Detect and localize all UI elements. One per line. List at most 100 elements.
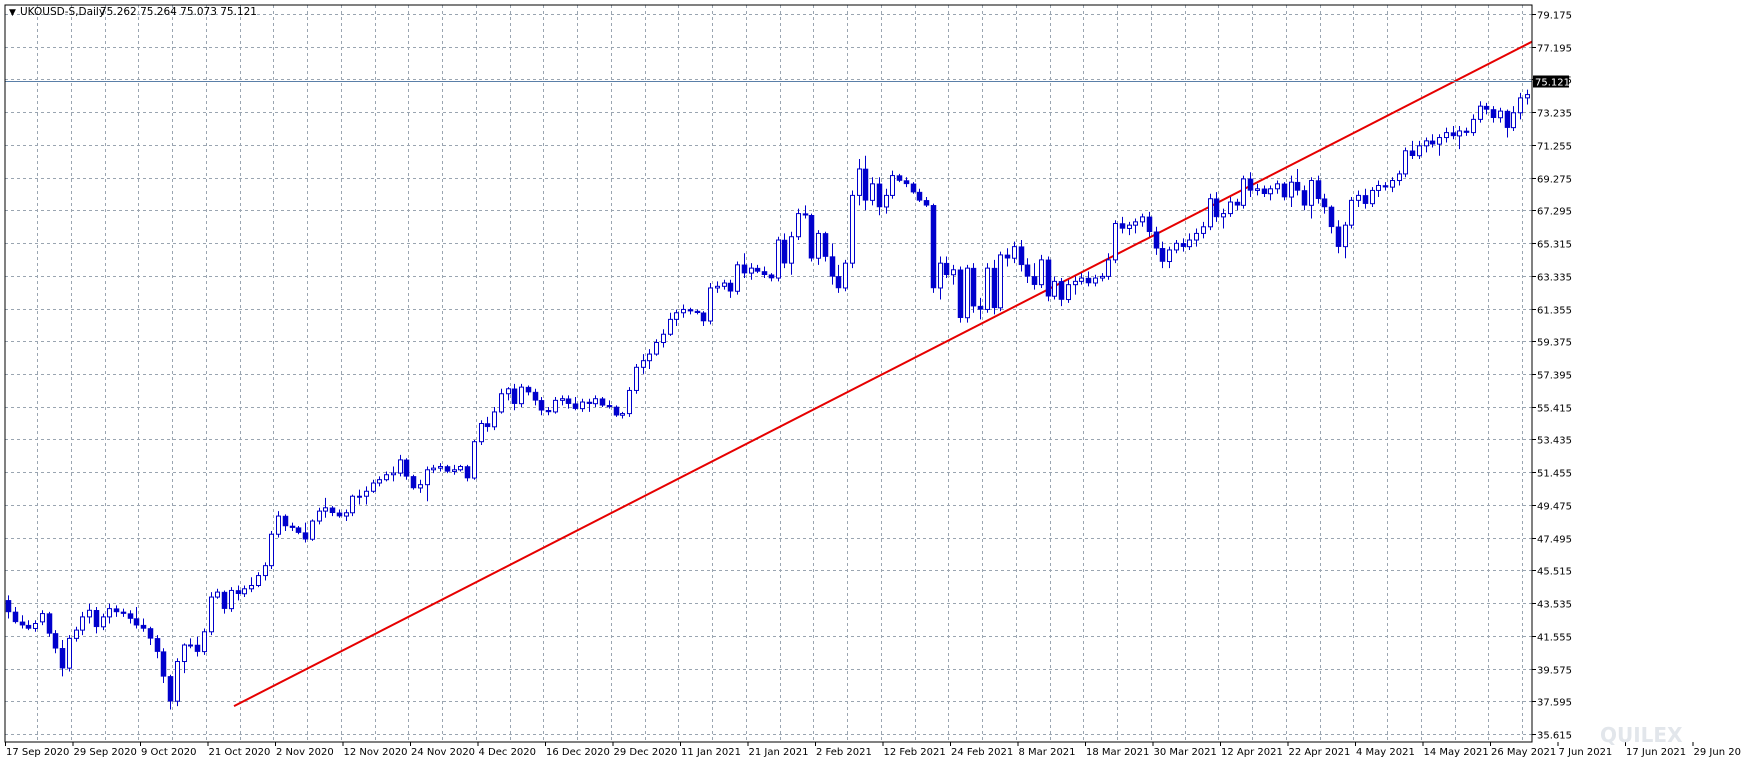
x-tick-label: 18 Mar 2021 [1086,747,1149,758]
candle-body-bear [978,306,983,309]
candle-body-bull [675,313,679,320]
candle-body-bear [195,645,200,652]
candle-body-bear [614,407,619,415]
candle-body-bear [1464,131,1469,133]
candle-body-bull [635,367,639,390]
candle-body-bull [378,480,382,483]
chart-header: ▼ UKOUSD-S,Daily 75.262 75.264 75.073 75… [9,6,257,18]
x-tick-label: 26 May 2021 [1491,747,1556,758]
y-tick-label: 53.435 [1537,436,1572,447]
y-tick-label: 63.335 [1537,273,1572,284]
candle-body-bull [1074,281,1078,284]
candle-body-bear [695,311,700,313]
candle-body-bear [971,268,976,306]
candle-body-bear [121,612,126,614]
candle-body-bear [836,276,841,288]
candle-body-bull [243,589,247,594]
candle-body-bull [871,184,875,201]
y-tick-label: 71.255 [1537,142,1572,153]
candle-body-bull [628,390,632,413]
candle-body-bull [1404,151,1408,174]
candle-body-bear [26,625,31,628]
candle-body-bear [1214,199,1219,217]
candle-body-bull [1371,190,1375,203]
candle-body-bull [1499,111,1503,118]
candle-body-bull [210,597,214,632]
candle-body-bull [1195,233,1199,240]
candle-body-bear [283,516,288,526]
candle-body-bear [1019,247,1024,265]
candle-body-bull [493,412,497,427]
candle-body-bull [318,511,322,521]
trendline[interactable] [234,42,1532,706]
candle-body-bear [803,214,808,216]
candle-body-bull [1357,195,1361,200]
candle-body-bear [1322,199,1327,207]
candle-body-bull [1479,106,1483,119]
candle-body-bull [68,638,72,668]
x-tick-label: 2 Nov 2020 [276,747,334,758]
candle-body-bear [830,257,835,277]
candle-body-bear [917,192,922,200]
candle-body-bear [1025,265,1030,277]
candle-body-bear [1147,217,1152,232]
candle-body-bear [1316,181,1321,199]
candle-body-bull [1222,214,1226,217]
candle-body-bull [250,585,254,588]
candle-body-bull [750,268,754,273]
candle-body-bull [561,399,565,401]
candle-body-bull [1391,181,1395,188]
candle-body-bull [507,389,511,394]
candle-body-bear [931,205,936,288]
candle-body-bull [189,645,193,646]
candle-body-bear [944,263,949,275]
x-tick-label: 16 Dec 2020 [546,747,610,758]
candle-body-bull [1242,179,1246,205]
candle-body-bear [1032,276,1037,284]
y-tick-label: 73.235 [1537,109,1572,120]
candle-body-bull [844,263,848,288]
candle-body-bull [81,617,85,630]
y-tick-label: 65.315 [1537,240,1572,251]
candle-body-bull [790,237,794,263]
menu-arrow-icon[interactable]: ▼ [9,8,16,18]
candle-body-bear [1410,151,1415,156]
candle-body-bear [782,240,787,263]
x-tick-label: 29 Dec 2020 [614,747,678,758]
y-tick-label: 55.415 [1537,404,1572,415]
candle-body-bear [337,513,342,516]
candle-body-bull [554,400,558,412]
y-tick-label: 77.195 [1537,44,1572,55]
candle-body-bull [88,610,92,617]
candle-body-bull [176,662,180,702]
candle-body-bull [777,240,781,278]
x-tick-label: 12 Feb 2021 [884,747,946,758]
candle-body-bear [992,268,997,308]
candle-body-bear [539,400,544,410]
candle-body-bear [877,184,882,207]
candle-body-bear [769,275,774,278]
candle-body-bull [1398,174,1402,181]
candle-body-bear [1430,141,1435,144]
candle-body-bear [1505,111,1510,128]
candle-body-bull [1175,243,1179,250]
candle-body-bull [1438,138,1442,145]
candle-body-bull [392,473,396,475]
candle-body-bear [809,215,814,258]
candle-body-bull [203,632,207,652]
candle-body-bull [365,491,369,496]
candle-body-bull [709,288,713,321]
candle-body-bull [183,645,187,662]
x-tick-label: 12 Nov 2020 [344,747,408,758]
candle-body-bull [345,513,349,516]
candle-body-bull [1458,131,1462,136]
candle-body-bull [324,508,328,511]
candle-body-bear [53,633,58,648]
candle-body-bull [351,496,355,513]
y-tick-label: 37.595 [1537,698,1572,709]
candle-body-bear [1451,133,1456,136]
candle-body-bull [264,566,268,576]
x-tick-label: 17 Jun 2021 [1626,747,1686,758]
